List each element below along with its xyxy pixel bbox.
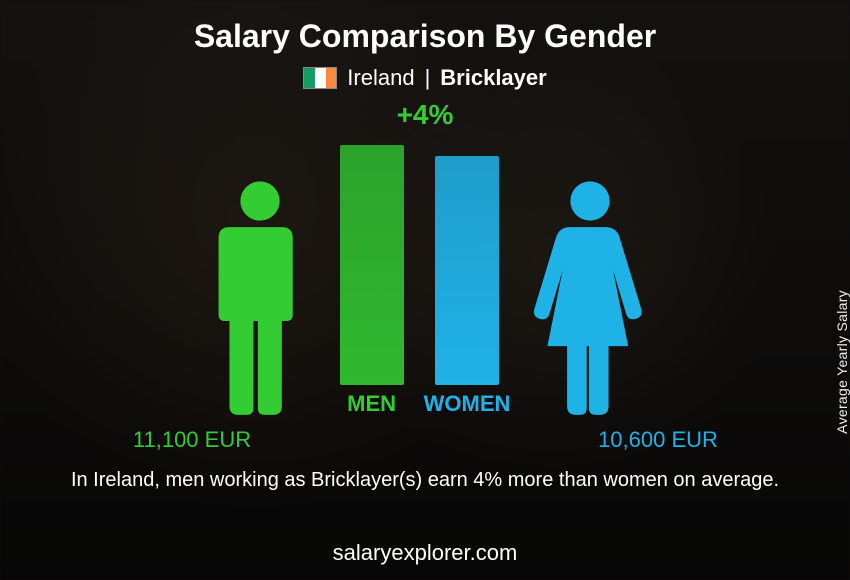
infographic-content: Salary Comparison By Gender Ireland | Br… (0, 0, 850, 580)
men-bar (340, 145, 404, 385)
salary-row-spacer (361, 427, 489, 453)
separator: | (425, 65, 431, 91)
country-label: Ireland (347, 65, 414, 91)
men-salary-value: 11,100 EUR (67, 427, 317, 453)
flag-stripe-orange (326, 68, 337, 88)
man-icon (200, 177, 320, 417)
y-axis-label: Average Yearly Salary (834, 290, 850, 434)
women-bar (435, 156, 499, 385)
ireland-flag-icon (303, 67, 337, 89)
subtitle-row: Ireland | Bricklayer (303, 65, 546, 91)
women-bar-column: WOMEN (424, 156, 511, 417)
page-title: Salary Comparison By Gender (194, 18, 656, 55)
woman-icon (530, 177, 650, 417)
men-figure-column (200, 177, 320, 417)
footer-source: salaryexplorer.com (333, 540, 518, 580)
occupation-label: Bricklayer (440, 65, 546, 91)
flag-stripe-white (315, 68, 326, 88)
chart-area: MEN WOMEN (200, 137, 651, 417)
flag-stripe-green (304, 68, 315, 88)
women-bar-label: WOMEN (424, 391, 511, 417)
men-bar-column: MEN (340, 145, 404, 417)
women-figure-column (530, 177, 650, 417)
description-text: In Ireland, men working as Bricklayer(s)… (71, 467, 779, 494)
difference-label: +4% (397, 99, 454, 131)
women-salary-value: 10,600 EUR (533, 427, 783, 453)
men-bar-label: MEN (347, 391, 396, 417)
salary-values-row: 11,100 EUR 10,600 EUR (20, 427, 830, 453)
